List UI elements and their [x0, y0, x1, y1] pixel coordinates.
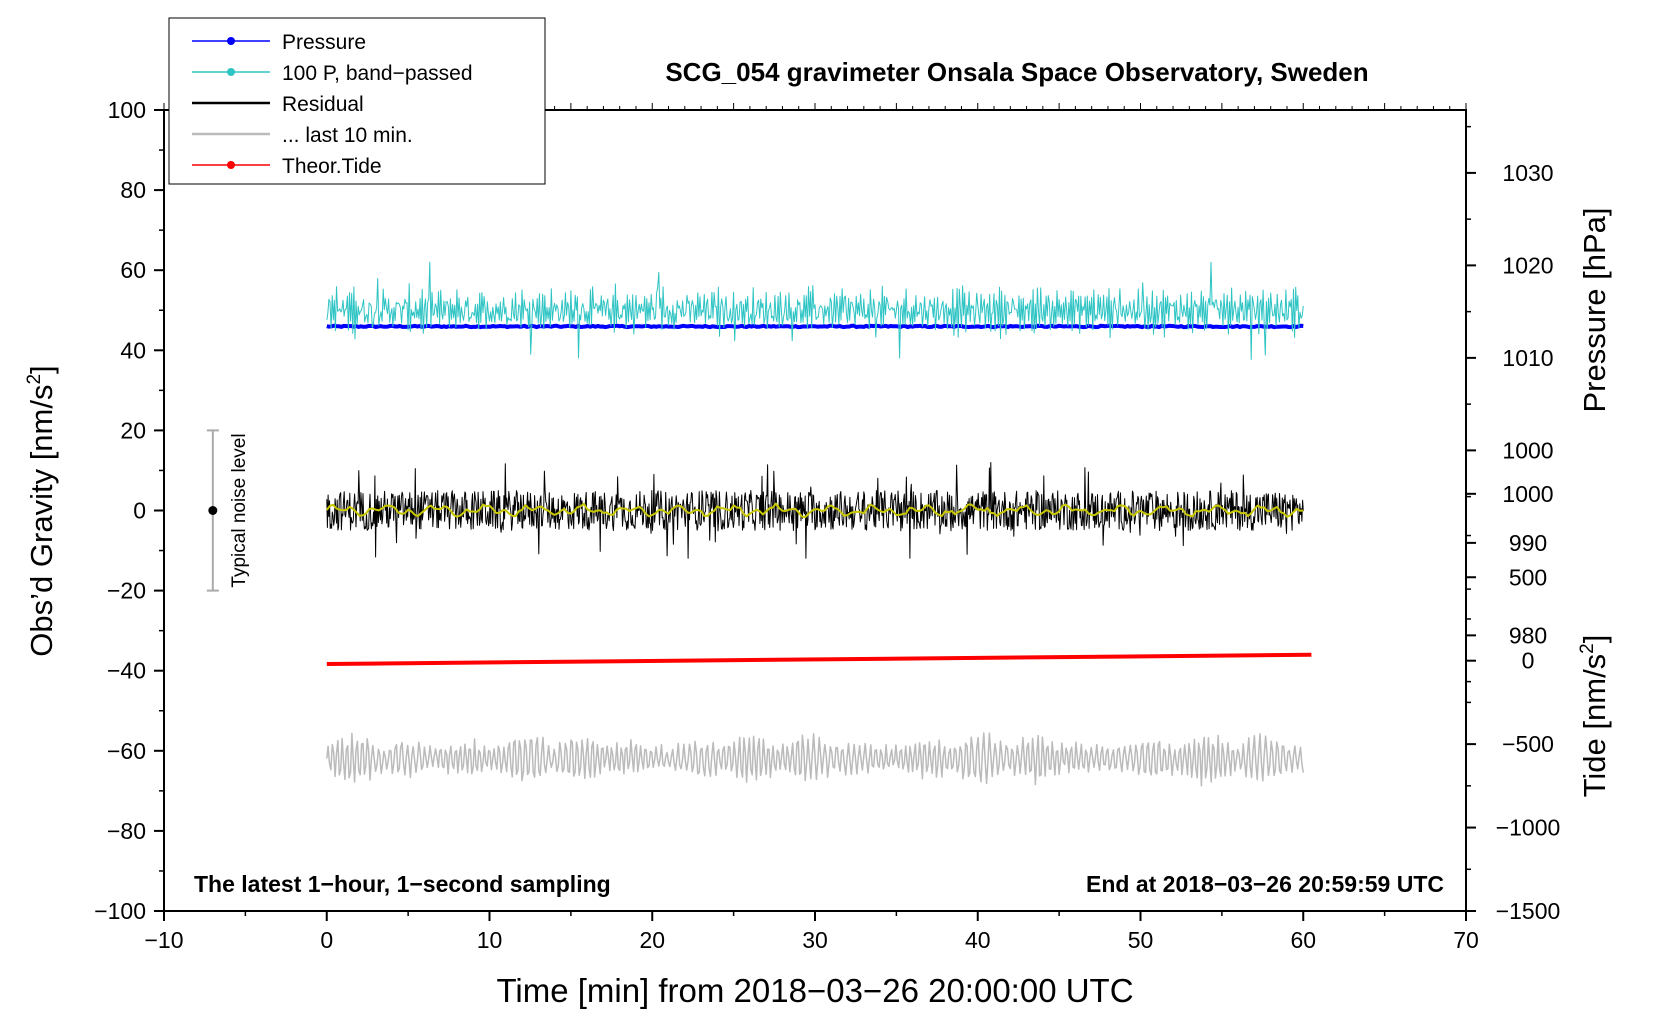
end-time-note: End at 2018−03−26 20:59:59 UTC [1086, 871, 1444, 897]
pressure-tick-label: 1000 [1502, 437, 1553, 463]
x-tick-label: 50 [1128, 927, 1154, 953]
y-tick-label: 80 [120, 177, 146, 203]
legend-items: Pressure 100 P, band−passed Residual ... la… [192, 31, 473, 178]
y-tick-label: 0 [133, 498, 146, 524]
y-tick-label: 60 [120, 257, 146, 283]
sampling-note: The latest 1−hour, 1−second sampling [194, 871, 611, 897]
tide-axis-label-end: ] [1577, 635, 1612, 644]
y-tick-label: −20 [107, 578, 146, 604]
tide-line [326, 652, 1312, 666]
y-axis-label: Obs’d Gravity [nm/s2] [24, 365, 59, 656]
tide-tick-label: −1500 [1496, 898, 1561, 924]
x-axis-ticks: −10 0 10 20 30 40 50 60 70 [144, 911, 1479, 953]
legend-label: 100 P, band−passed [282, 62, 473, 85]
legend-box [168, 17, 546, 185]
legend-label: Pressure [282, 31, 366, 54]
x-tick-label: 40 [965, 927, 991, 953]
legend-label: Theor.Tide [282, 155, 382, 178]
y-tick-label: −100 [94, 898, 146, 924]
pressure-line [326, 323, 1304, 330]
y-axis-label-end: ] [24, 365, 59, 374]
y-tick-label: 20 [120, 417, 146, 443]
tide-axis-ticks: −1500 −1000 −500 0 500 1000 [1466, 481, 1560, 924]
y-axis-label-text: Obs’d Gravity [nm/s [24, 385, 59, 657]
y-tick-label: −40 [107, 658, 146, 684]
pressure-tick-label: 1030 [1502, 160, 1553, 186]
legend-label: Residual [282, 93, 364, 116]
x-tick-label: 0 [320, 927, 333, 953]
tide-axis-label-text: Tide [nm/s [1577, 654, 1612, 798]
legend-label: ... last 10 min. [282, 124, 413, 147]
legend-marker [227, 68, 235, 76]
chart-title: SCG_054 gravimeter Onsala Space Observat… [665, 57, 1368, 87]
tide-tick-label: 500 [1509, 564, 1547, 590]
pressure-axis-ticks: 980 990 1000 1010 1020 1030 [1466, 125, 1554, 683]
pressure-tick-label: 980 [1509, 622, 1547, 648]
y-tick-label: 100 [108, 97, 146, 123]
legend: Pressure 100 P, band−passed Residual ... la… [168, 17, 546, 185]
band-passed-line [326, 261, 1304, 360]
noise-center-dot [208, 506, 218, 515]
pressure-tick-label: 1020 [1502, 252, 1553, 278]
tide-tick-label: 0 [1522, 648, 1535, 674]
x-tick-label: 20 [639, 927, 665, 953]
tide-axis-label: Tide [nm/s2] [1577, 635, 1612, 798]
x-tick-label: 10 [477, 927, 503, 953]
tide-tick-label: 1000 [1502, 481, 1553, 507]
x-tick-label: 70 [1453, 927, 1479, 953]
y-tick-label: 40 [120, 337, 146, 363]
tide-tick-label: −1000 [1496, 815, 1561, 841]
x-tick-label: 30 [802, 927, 828, 953]
tide-axis-label-sup: 2 [1577, 643, 1598, 654]
x-axis-label: Time [min] from 2018−03−26 20:00:00 UTC [496, 972, 1133, 1009]
x-tick-label: 60 [1290, 927, 1316, 953]
legend-marker [227, 161, 235, 169]
residual-smoothed-line [325, 502, 1304, 519]
last-10-min-line [326, 732, 1305, 787]
pressure-tick-label: 990 [1509, 530, 1547, 556]
series-layer [325, 261, 1312, 787]
residual-line [326, 462, 1304, 559]
y-tick-label: −60 [107, 738, 146, 764]
y-axis-ticks: −100 −80 −60 −40 −20 0 20 40 60 80 100 [94, 97, 164, 924]
tide-tick-label: −500 [1502, 731, 1554, 757]
pressure-axis-label: Pressure [hPa] [1577, 207, 1612, 412]
legend-marker [227, 37, 235, 45]
y-tick-label: −80 [107, 818, 146, 844]
y-axis-label-sup: 2 [24, 374, 45, 385]
noise-level-marker: Typical noise level [206, 429, 250, 592]
noise-label: Typical noise level [229, 433, 250, 587]
pressure-tick-label: 1010 [1502, 345, 1553, 371]
x-tick-label: −10 [144, 927, 183, 953]
